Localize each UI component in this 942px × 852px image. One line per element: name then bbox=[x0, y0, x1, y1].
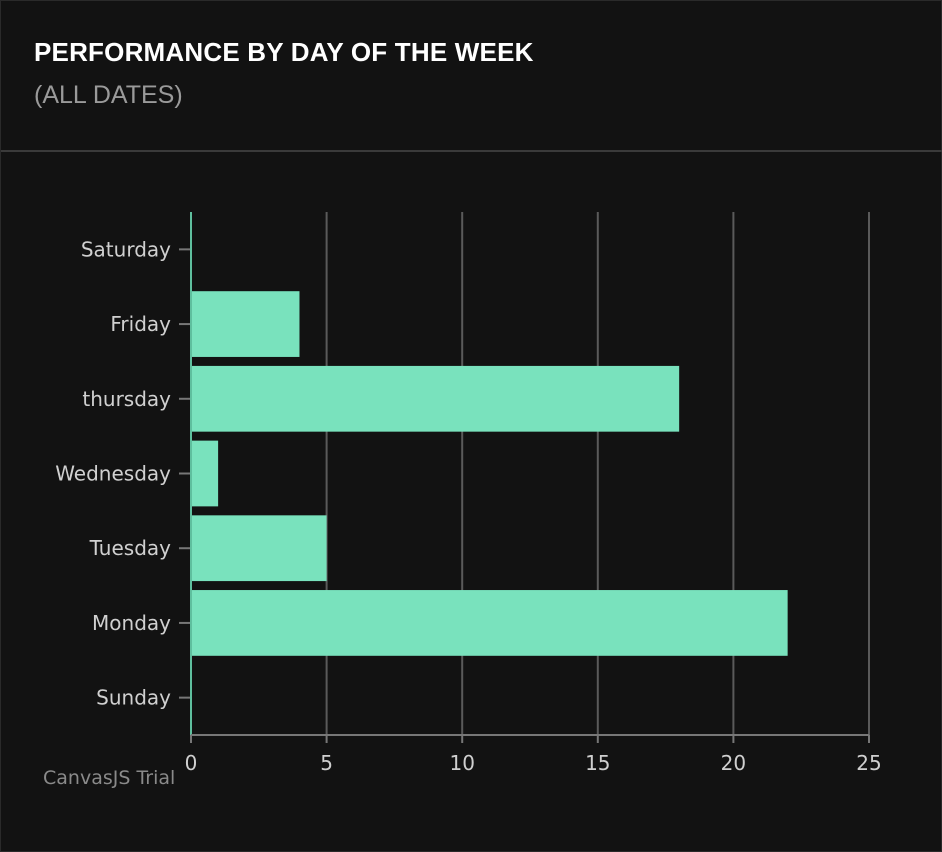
y-tick-label: Friday bbox=[110, 312, 171, 336]
bar-tuesday bbox=[191, 515, 327, 582]
y-tick-label: Sunday bbox=[96, 686, 171, 710]
x-tick-label: 15 bbox=[585, 751, 610, 775]
watermark: CanvasJS Trial bbox=[43, 767, 176, 789]
bar-monday bbox=[191, 590, 788, 656]
x-tick-label: 25 bbox=[856, 751, 881, 775]
x-tick-label: 0 bbox=[185, 751, 198, 775]
x-tick-label: 10 bbox=[449, 751, 474, 775]
chart-title: PERFORMANCE BY DAY OF THE WEEK bbox=[34, 37, 534, 67]
y-tick-label: Wednesday bbox=[55, 462, 171, 486]
y-tick-label: Tuesday bbox=[89, 536, 172, 560]
y-tick-label: thursday bbox=[82, 387, 171, 411]
bar-friday bbox=[191, 291, 300, 357]
x-tick-label: 5 bbox=[320, 751, 333, 775]
y-tick-label: Monday bbox=[92, 611, 171, 635]
bar-wednesday bbox=[191, 440, 219, 507]
x-tick-label: 20 bbox=[721, 751, 746, 775]
chart-subtitle: (ALL DATES) bbox=[34, 81, 183, 109]
bar-thursday bbox=[191, 365, 680, 432]
y-tick-label: Saturday bbox=[81, 237, 171, 261]
divider bbox=[1, 150, 942, 152]
